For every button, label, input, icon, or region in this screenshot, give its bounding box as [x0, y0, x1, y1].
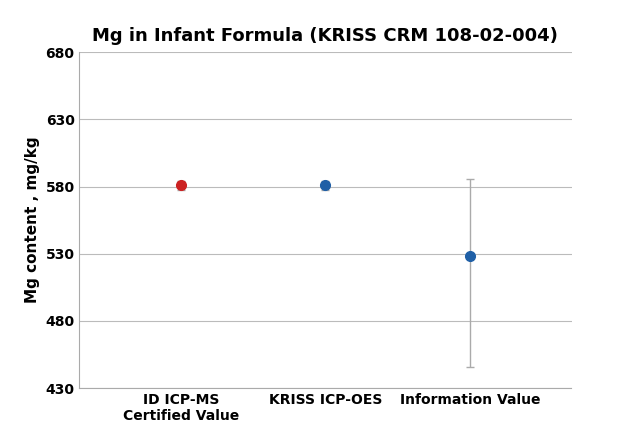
- Y-axis label: Mg content , mg/kg: Mg content , mg/kg: [25, 137, 40, 303]
- Title: Mg in Infant Formula (KRISS CRM 108-02-004): Mg in Infant Formula (KRISS CRM 108-02-0…: [93, 27, 558, 45]
